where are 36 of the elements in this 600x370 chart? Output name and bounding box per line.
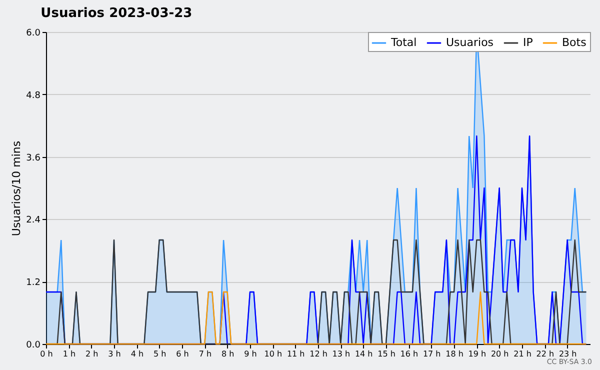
x-tick-label: 13 h: [332, 350, 350, 358]
x-tick-label: 22 h: [536, 350, 554, 358]
x-tick-label: 5 h: [153, 350, 166, 358]
x-tick-label: 8 h: [221, 350, 234, 358]
y-tick-label: 3.6: [26, 153, 41, 164]
y-tick-label: 4.8: [26, 90, 41, 101]
x-tick-label: 2 h: [85, 350, 98, 358]
y-tick-label: 0.0: [26, 340, 41, 350]
y-tick-label: 1.2: [26, 278, 40, 288]
x-tick-label: 19 h: [468, 350, 486, 358]
x-tick-label: 16 h: [400, 350, 418, 358]
x-tick-label: 0 h: [40, 350, 53, 358]
x-tick-label: 1 h: [62, 350, 76, 358]
x-tick-label: 21 h: [514, 350, 532, 358]
x-tick-label: 7 h: [198, 350, 212, 358]
x-tick-label: 20 h: [490, 350, 509, 358]
legend-label: Usuarios: [446, 36, 494, 49]
x-tick-label: 17 h: [422, 350, 441, 358]
y-axis-title: Usuarios/10 mins: [10, 140, 24, 236]
x-tick-label: 18 h: [446, 350, 464, 358]
x-tick-label: 15 h: [378, 350, 396, 358]
y-tick-label: 2.4: [26, 216, 41, 226]
legend-label: Bots: [562, 36, 587, 49]
x-tick-label: 11 h: [286, 350, 305, 358]
x-tick-label: 4 h: [130, 350, 144, 358]
x-tick-label: 23 h: [558, 350, 577, 358]
x-tick-label: 6 h: [176, 350, 189, 358]
x-tick-label: 14 h: [354, 350, 373, 358]
y-tick-label: 6.0: [26, 28, 41, 38]
legend-label: Total: [390, 36, 417, 49]
x-tick-label: 12 h: [310, 350, 328, 358]
chart-title: Usuarios 2023-03-23: [40, 6, 192, 21]
x-tick-label: 9 h: [244, 350, 257, 358]
legend-label: IP: [523, 36, 534, 49]
x-tick-label: 3 h: [108, 350, 121, 358]
x-tick-label: 10 h: [264, 350, 282, 358]
